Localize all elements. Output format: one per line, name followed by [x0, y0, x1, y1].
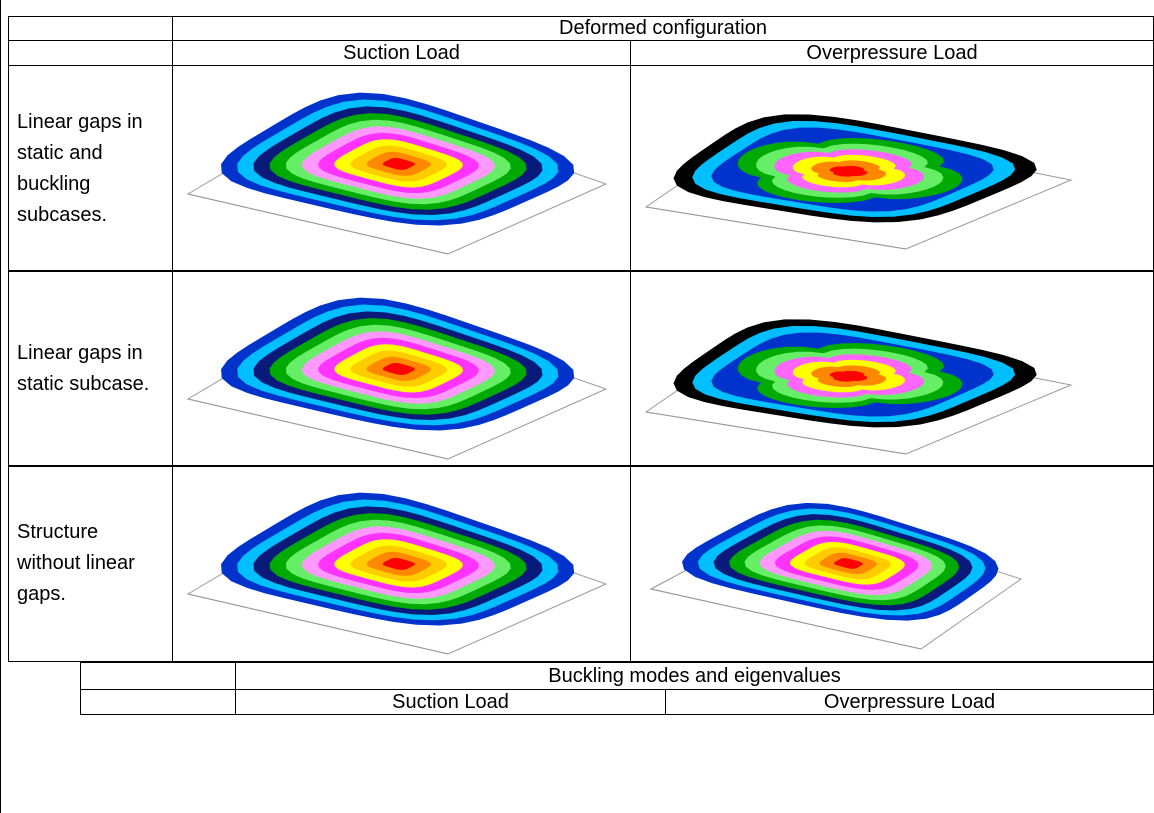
- cell: [8, 16, 173, 41]
- column-header: Suction Load: [235, 689, 666, 715]
- contour-plot: [631, 66, 1154, 272]
- contour-plot: [173, 466, 631, 662]
- contour-plot: [173, 271, 631, 467]
- contour-plot: [631, 271, 1154, 467]
- image-cell: [172, 465, 631, 662]
- page: Deformed configuration Suction Load Over…: [0, 0, 1154, 813]
- page-border: [0, 0, 1, 813]
- table-header: Buckling modes and eigenvalues: [235, 662, 1154, 690]
- image-cell: [630, 465, 1154, 662]
- cell: [80, 689, 236, 715]
- image-cell: [630, 270, 1154, 467]
- column-header: Suction Load: [172, 40, 631, 66]
- column-header: Overpressure Load: [630, 40, 1154, 66]
- cell: [80, 662, 236, 690]
- image-cell: [172, 65, 631, 272]
- row-label: Linear gaps in static subcase.: [8, 270, 173, 467]
- row-label: Structure without linear gaps.: [8, 465, 173, 662]
- image-cell: [630, 65, 1154, 272]
- contour-plot: [173, 66, 631, 272]
- row-label: Linear gaps in static and buckling subca…: [8, 65, 173, 272]
- image-cell: [172, 270, 631, 467]
- table-header: Deformed configuration: [172, 16, 1154, 41]
- contour-plot: [631, 466, 1154, 662]
- column-header: Overpressure Load: [665, 689, 1154, 715]
- cell: [8, 40, 173, 66]
